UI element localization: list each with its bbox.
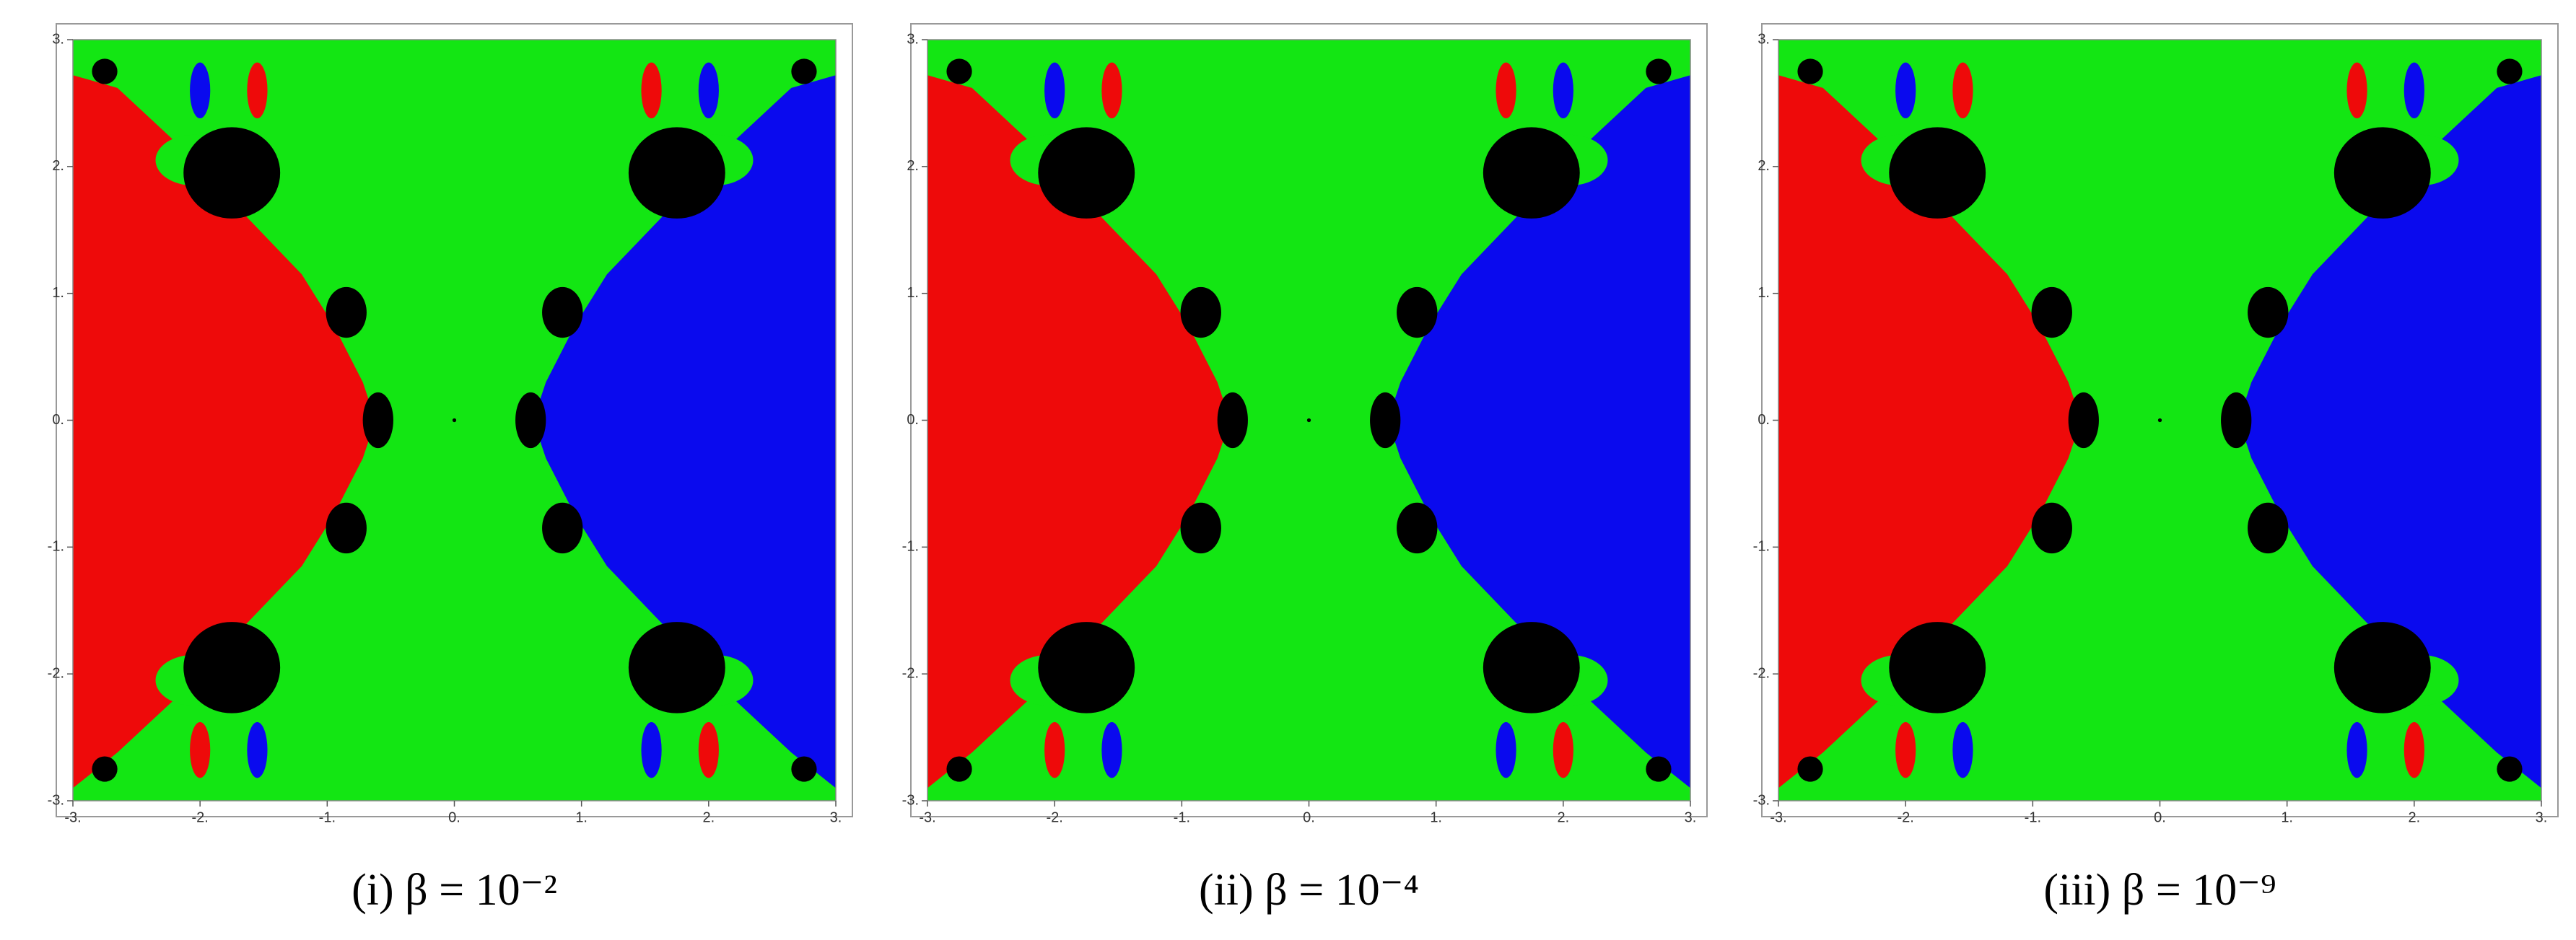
frame <box>910 23 1708 817</box>
x-tick-label: -2. <box>1046 809 1062 825</box>
y-tick-label: -2. <box>902 665 919 681</box>
y-tick-label: -2. <box>1753 665 1770 681</box>
frame <box>56 23 853 817</box>
x-tick-label: 1. <box>2281 809 2293 825</box>
x-tick-label: 2. <box>702 809 715 825</box>
caption: (ii) β = 10⁻⁴ <box>1199 866 1419 915</box>
panel: -3. -2. -1. 0. 1. 2. 3. -3. -2. -1. 0. 1. 2. 3. (ii) β… <box>902 23 1708 915</box>
x-tick-label: 0. <box>2154 809 2166 825</box>
x-tick-label: -2. <box>1897 809 1913 825</box>
y-tick-label: 3. <box>1758 31 1770 47</box>
x-tick-label: 0. <box>448 809 460 825</box>
y-tick-label: -1. <box>1753 539 1770 555</box>
y-tick-label: -3. <box>1753 792 1770 808</box>
panel: -3. -2. -1. 0. 1. 2. 3. -3. -2. -1. 0. 1. 2. 3. (iii) … <box>1753 23 2559 915</box>
y-tick-label: 1. <box>907 285 919 301</box>
y-tick-label: 3. <box>52 31 64 47</box>
y-tick-label: 1. <box>52 285 64 301</box>
x-tick-label: 2. <box>1557 809 1569 825</box>
x-tick-label: -1. <box>1174 809 1190 825</box>
basin-image <box>927 40 1690 801</box>
y-tick-label: -1. <box>902 539 919 555</box>
y-tick-label: 1. <box>1758 285 1770 301</box>
y-tick-label: 0. <box>52 412 64 428</box>
x-tick-label: -1. <box>319 809 336 825</box>
y-tick-label: 0. <box>907 412 919 428</box>
y-tick-label: 2. <box>1758 158 1770 174</box>
x-tick-label: 3. <box>2536 809 2548 825</box>
x-tick-label: -3. <box>64 809 81 825</box>
y-tick-label: 2. <box>907 158 919 174</box>
y-tick-label: -3. <box>48 792 64 808</box>
x-tick-label: -3. <box>1770 809 1786 825</box>
x-tick-label: -3. <box>919 809 935 825</box>
y-tick-label: 2. <box>52 158 64 174</box>
y-tick-label: 3. <box>907 31 919 47</box>
caption: (iii) β = 10⁻⁹ <box>2043 866 2276 915</box>
y-tick-label: -3. <box>902 792 919 808</box>
x-tick-label: 3. <box>1685 809 1697 825</box>
y-tick-label: -2. <box>48 665 64 681</box>
x-tick-label: -2. <box>191 809 208 825</box>
x-tick-label: 1. <box>1430 809 1442 825</box>
x-tick-label: 2. <box>2408 809 2420 825</box>
frame <box>1761 23 2559 817</box>
y-tick-label: 0. <box>1758 412 1770 428</box>
y-tick-label: -1. <box>48 539 64 555</box>
caption: (i) β = 10⁻² <box>352 866 557 915</box>
x-tick-label: 3. <box>830 809 842 825</box>
panel: -3. -2. -1. 0. 1. 2. 3. -3. -2. -1. 0. 1. 2. 3. (i) β … <box>48 23 853 915</box>
x-tick-label: 0. <box>1303 809 1315 825</box>
x-tick-label: -1. <box>2025 809 2041 825</box>
x-tick-label: 1. <box>575 809 588 825</box>
basin-image <box>72 40 836 801</box>
basin-image <box>1778 40 2541 801</box>
